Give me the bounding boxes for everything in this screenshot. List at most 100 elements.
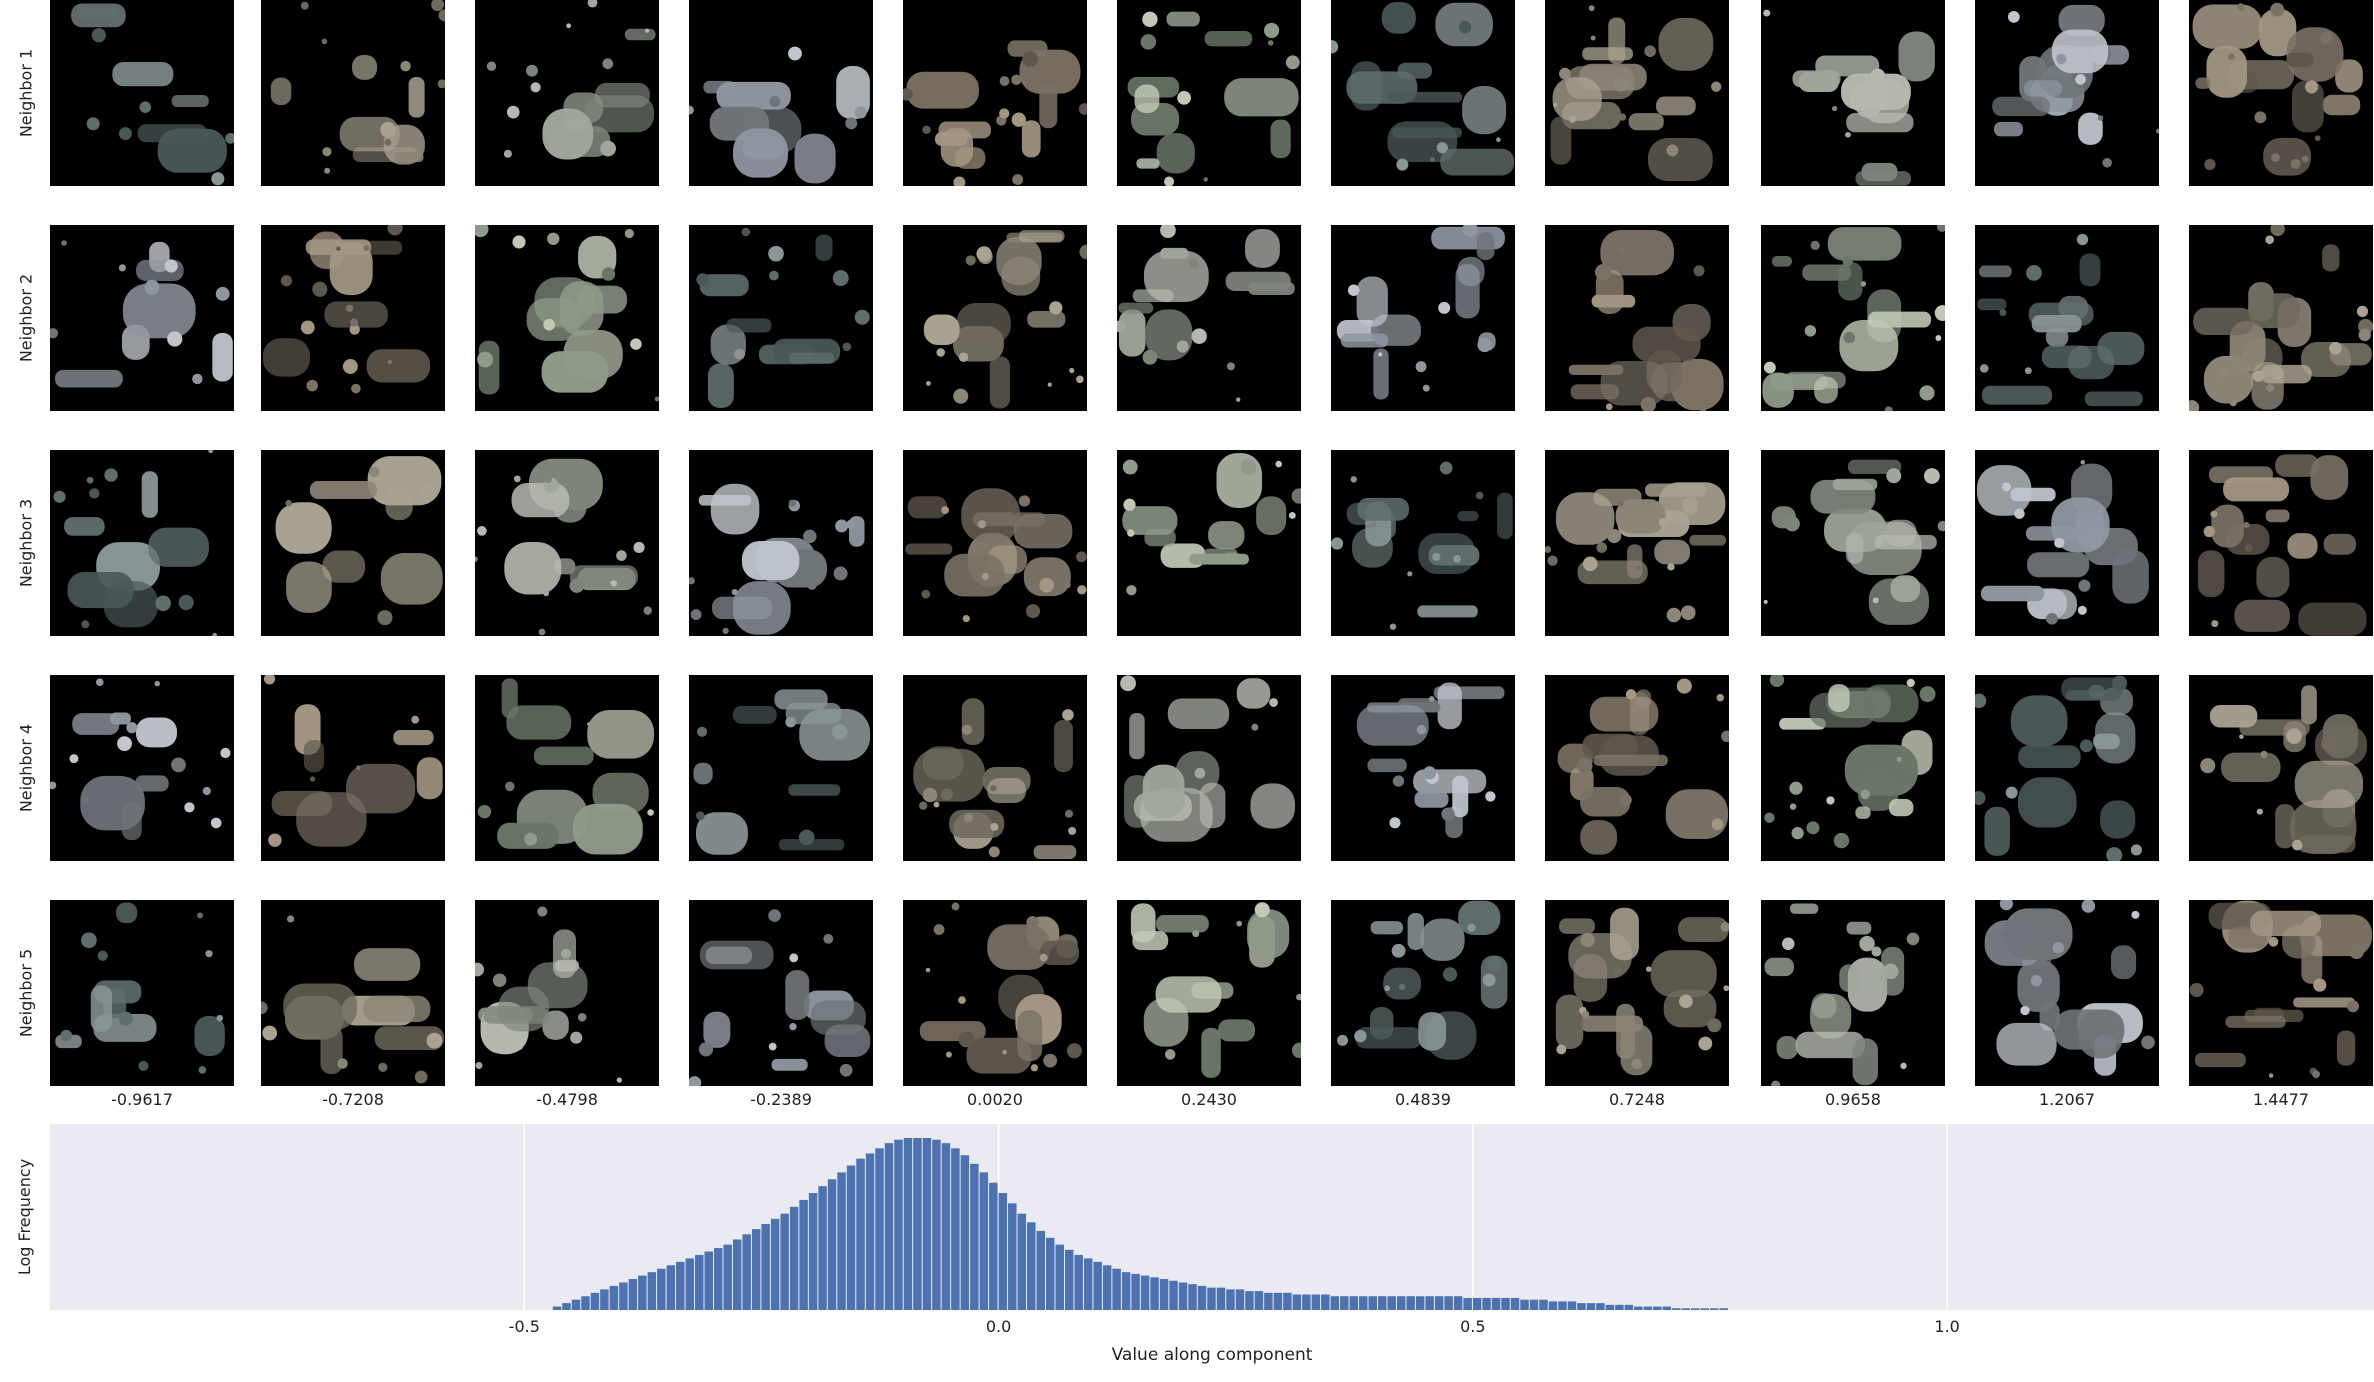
histogram-bar	[970, 1163, 979, 1310]
histogram-bar	[1027, 1222, 1036, 1310]
histogram-bar	[1719, 1308, 1728, 1310]
histogram-bar	[1434, 1296, 1444, 1310]
histogram-bar	[1567, 1301, 1577, 1310]
histogram-bar	[1634, 1306, 1643, 1310]
histogram-bar	[1150, 1277, 1159, 1310]
histogram-bar	[562, 1303, 571, 1310]
histogram-bars	[552, 1138, 1728, 1310]
histogram-bar	[1273, 1292, 1283, 1310]
neighbor-image	[1117, 675, 1301, 861]
histogram-bar	[590, 1292, 600, 1310]
neighbor-image	[1761, 675, 1945, 861]
histogram-bar	[1548, 1301, 1558, 1310]
x-axis-label: Value along component	[1112, 1345, 1313, 1365]
neighbor-image	[475, 675, 659, 861]
histogram-bar	[1178, 1282, 1188, 1310]
neighbor-image	[261, 900, 445, 1086]
neighbor-image	[1117, 225, 1301, 411]
histogram-x-ticks: -0.5 0.0 0.5 1.0	[509, 1317, 1960, 1336]
histogram-bar	[1046, 1237, 1055, 1310]
histogram-bar	[1226, 1289, 1235, 1310]
neighbor-image	[2189, 450, 2373, 636]
histogram-bar	[1292, 1294, 1302, 1310]
histogram-bar	[1311, 1294, 1321, 1310]
histogram-bar	[761, 1224, 770, 1310]
histogram-bar	[1653, 1306, 1662, 1310]
histogram-bar	[742, 1234, 751, 1310]
histogram: -0.5 0.0 0.5 1.0 Value along component Log …	[15, 1124, 2374, 1365]
y-axis-label: Log Frequency	[15, 1159, 34, 1275]
column-value-label: 0.2430	[1181, 1090, 1237, 1109]
neighbor-image	[261, 225, 445, 411]
neighbor-image	[475, 450, 659, 636]
neighbor-image	[1761, 900, 1945, 1086]
histogram-bar	[1396, 1296, 1406, 1310]
neighbor-image	[50, 0, 234, 186]
histogram-bar	[619, 1282, 628, 1310]
row-label-text: Neighbor 4	[16, 723, 36, 813]
histogram-bar	[666, 1265, 676, 1310]
histogram-bar	[989, 1182, 998, 1310]
histogram-bar	[1472, 1297, 1482, 1310]
histogram-bar	[913, 1138, 922, 1310]
histogram-bar	[979, 1172, 989, 1310]
histogram-bar	[581, 1296, 590, 1310]
neighbor-image	[1545, 675, 1729, 861]
histogram-bar	[808, 1193, 818, 1310]
histogram-bar	[685, 1258, 695, 1310]
histogram-bar	[1055, 1244, 1064, 1310]
histogram-bar	[932, 1139, 941, 1310]
column-value-label: 0.0020	[967, 1090, 1023, 1109]
histogram-bar	[609, 1285, 619, 1310]
histogram-bar	[1529, 1299, 1539, 1310]
histogram-bar	[1615, 1304, 1624, 1310]
histogram-bar	[647, 1272, 657, 1310]
neighbor-image	[689, 900, 873, 1086]
neighbor-image	[261, 0, 445, 186]
neighbor-image	[475, 900, 659, 1086]
histogram-bar	[1264, 1292, 1273, 1310]
neighbor-image	[1545, 225, 1729, 411]
neighbor-image	[2189, 0, 2373, 186]
histogram-bar	[1415, 1296, 1425, 1310]
histogram-bar	[1463, 1297, 1472, 1310]
x-tick-label: 1.0	[1934, 1317, 1959, 1336]
histogram-bar	[922, 1138, 932, 1310]
histogram-bar	[1596, 1303, 1605, 1310]
histogram-bar	[856, 1158, 865, 1310]
neighbor-image	[1117, 0, 1301, 186]
neighbor-image	[689, 225, 873, 411]
row-label-text: Neighbor 5	[16, 948, 36, 1038]
histogram-bar	[1131, 1273, 1140, 1310]
histogram-bar	[951, 1148, 960, 1310]
histogram-bar	[1074, 1254, 1083, 1310]
column-value-label: 1.2067	[2039, 1090, 2095, 1109]
histogram-bar	[1691, 1308, 1700, 1310]
histogram-bar	[998, 1193, 1008, 1310]
histogram-bar	[1340, 1296, 1349, 1310]
histogram-bar	[1017, 1213, 1027, 1310]
histogram-bar	[552, 1306, 562, 1310]
neighbor-image	[1545, 450, 1729, 636]
histogram-bar	[1302, 1294, 1311, 1310]
histogram-bar	[1662, 1306, 1672, 1310]
neighbor-image	[2189, 225, 2373, 411]
neighbor-image	[261, 675, 445, 861]
neighbor-image	[2189, 675, 2373, 861]
neighbor-image	[1331, 900, 1515, 1086]
histogram-bar	[1245, 1291, 1254, 1310]
histogram-bar	[1083, 1258, 1093, 1310]
histogram-bar	[780, 1213, 789, 1310]
neighbor-image	[2189, 900, 2373, 1086]
neighbor-image	[689, 675, 873, 861]
histogram-plot-area	[50, 1124, 2374, 1310]
histogram-bar	[1482, 1297, 1491, 1310]
histogram-bar	[789, 1206, 799, 1310]
histogram-bar	[1235, 1289, 1245, 1310]
column-value-label: 1.4477	[2253, 1090, 2309, 1109]
histogram-bar	[1605, 1304, 1615, 1310]
histogram-bar	[894, 1139, 903, 1310]
column-value-label: 0.9658	[1825, 1090, 1881, 1109]
neighbor-image	[903, 0, 1087, 186]
